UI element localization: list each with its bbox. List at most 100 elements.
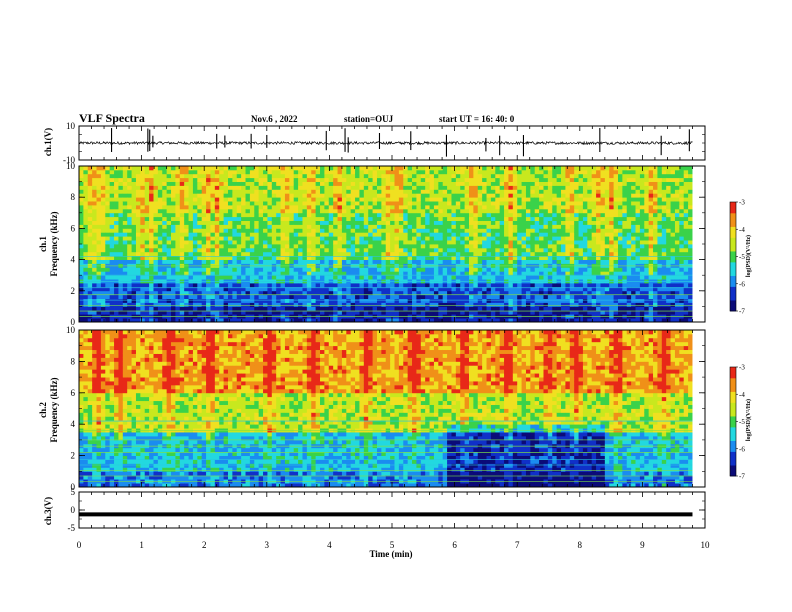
ch1-spec-cell (512, 193, 518, 198)
ch1-spec-cell (442, 208, 448, 214)
ch1-spec-cell (425, 177, 430, 182)
ch1-spec-cell (363, 224, 369, 229)
ch1-spec-cell (276, 181, 281, 186)
ch1-spec-cell (552, 275, 558, 280)
ch1-spec-cell (258, 267, 264, 272)
ch1-spec-cell (105, 236, 111, 241)
ch1-spec-cell (376, 216, 382, 221)
ch1-spec-cell (271, 283, 277, 288)
ch1-spec-cell (105, 220, 111, 225)
ch1-spec-cell (482, 298, 487, 303)
ch1-spec-cell (83, 271, 89, 276)
ch1-spec-cell (420, 220, 426, 225)
ch1-spec-cell (447, 169, 452, 175)
ch1-spec-cell (214, 275, 220, 280)
ch1-spec-cell (79, 173, 84, 179)
ch1-spec-cell (565, 306, 571, 311)
ch1-spec-cell (214, 310, 220, 315)
ch1-spec-cell (192, 306, 198, 311)
ch1-spec-cell (118, 228, 124, 233)
ch1-spec-cell (499, 259, 505, 264)
ch1-spec-cell (284, 185, 290, 190)
ch1-spec-cell (469, 255, 474, 260)
ch1-spec-cell (604, 294, 610, 299)
ch1-spec-cell (315, 283, 321, 288)
ch1-spec-cell (197, 247, 203, 253)
ch1-spec-cell (79, 189, 84, 194)
ch1-spec-cell (398, 251, 404, 257)
ch1-spec-cell (122, 259, 128, 264)
ch1-spec-cell (127, 240, 132, 245)
ch1-spec-cell (219, 216, 224, 221)
ch1-spec-cell (350, 318, 356, 323)
ch1-spec-cell (355, 185, 360, 190)
ch1-spec-cell (302, 298, 308, 303)
ch1-spec-cell (569, 236, 575, 241)
ch1-spec-cell (267, 283, 273, 288)
ch1-spec-cell (289, 294, 295, 299)
ch1-spec-cell (284, 271, 290, 276)
ch1-spec-cell (464, 177, 470, 182)
ch1-spec-cell (451, 220, 457, 225)
ch1-spec-cell (547, 212, 553, 218)
ch1-spec-cell (508, 208, 514, 214)
ch1-spec-cell (455, 255, 461, 260)
ch1-spec-cell (162, 247, 168, 253)
ch1-spec-cell (276, 255, 281, 260)
ch1-spec-cell (600, 205, 606, 210)
ch1-spec-cell (525, 267, 531, 272)
ch1-spec-cell (175, 259, 181, 264)
ch1-spec-cell (201, 267, 207, 272)
ch1-spec-cell (245, 255, 251, 260)
ch1-spec-cell (306, 169, 312, 175)
ch1-spec-cell (249, 224, 255, 229)
ch1-spec-cell (219, 212, 224, 218)
ch1-spec-cell (179, 259, 185, 264)
ch1-spec-cell (254, 205, 260, 210)
ch1-spec-cell (87, 255, 93, 260)
ch1-spec-cell (429, 283, 435, 288)
ch1-spec-cell (276, 232, 281, 237)
ch1-spec-cell (324, 267, 330, 272)
ch1-spec-cell (232, 302, 238, 307)
ch1-spec-cell (587, 173, 593, 179)
ch1-spec-cell (412, 294, 417, 299)
ch1-spec-cell (499, 205, 505, 210)
ch1-spec-cell (289, 244, 295, 249)
ch1-spec-cell (293, 166, 299, 171)
ch1-spec-cell (477, 193, 483, 198)
ch1-spec-cell (109, 224, 115, 229)
ch1-spec-cell (552, 173, 558, 179)
ch1-spec-cell (166, 255, 172, 260)
ch1-spec-cell (232, 318, 238, 323)
ch1-spec-cell (600, 220, 606, 225)
ch1-spec-cell (315, 251, 321, 257)
ch1-spec-cell (398, 294, 404, 299)
ch1-spec-cell (109, 255, 115, 260)
ch1-spec-cell (552, 208, 558, 214)
ch1-spec-cell (144, 181, 150, 186)
ch1-spec-cell (412, 302, 417, 307)
ch1-spec-cell (271, 177, 277, 182)
ch1-spec-cell (311, 283, 317, 288)
ch1-spec-cell (517, 310, 522, 315)
ch1-spec-cell (582, 318, 588, 323)
ch1-spec-cell (92, 271, 97, 276)
ch1-spec-cell (144, 236, 150, 241)
ch1-spec-cell (109, 208, 115, 214)
ch1-spec-cell (486, 240, 492, 245)
ch1-spec-cell (245, 294, 251, 299)
ch1-spec-cell (140, 166, 146, 171)
ch1-spec-cell (289, 169, 295, 175)
ch1-spec-cell (83, 298, 89, 303)
ch1-spec-cell (442, 189, 448, 194)
ch1-spec-cell (267, 224, 273, 229)
ch1-spec-cell (249, 169, 255, 175)
ch1-spec-cell (591, 228, 597, 233)
ch1-spec-cell (232, 166, 238, 171)
ch1-spec-cell (477, 189, 483, 194)
ch1-spec-cell (455, 267, 461, 272)
ch1-spec-cell (609, 298, 614, 303)
ch1-spec-cell (241, 185, 246, 190)
ch1-spec-cell (442, 193, 448, 198)
